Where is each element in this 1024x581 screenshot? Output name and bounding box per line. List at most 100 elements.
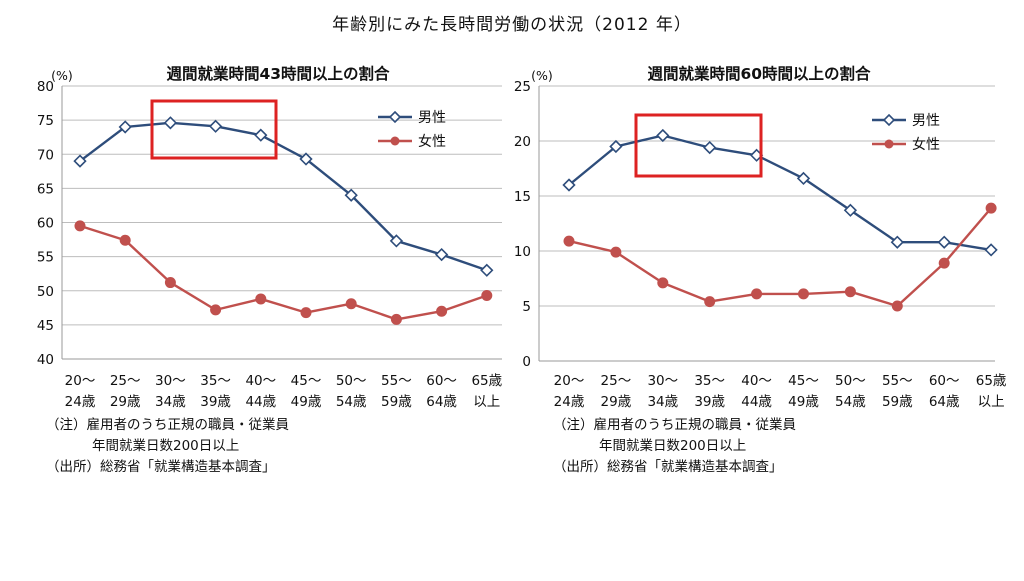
note-line: （注）雇用者のうち正規の職員・従業員 bbox=[553, 417, 796, 433]
chart1-x-tick-label: 39歳 bbox=[200, 394, 231, 410]
chart2-x-tick-label: 60～ bbox=[929, 373, 960, 389]
chart1-x-tick-label: 34歳 bbox=[155, 394, 186, 410]
chart1-x-tick-label: 55～ bbox=[381, 373, 412, 389]
chart2-data-point-male bbox=[937, 235, 951, 249]
chart1-data-point-male bbox=[118, 120, 132, 134]
note-line: （出所）総務省「就業構造基本調査」 bbox=[553, 459, 783, 475]
chart1-x-tick-label: 65歳 bbox=[471, 373, 502, 389]
chart1-y-tick-label: 55 bbox=[37, 250, 54, 266]
chart2-legend-label: 男性 bbox=[912, 113, 940, 129]
chart2-x-tick-label: 50～ bbox=[835, 373, 866, 389]
chart1-series-line-2 bbox=[79, 224, 488, 321]
chart2-data-point-female bbox=[938, 257, 950, 269]
chart2-x-tick-label: 54歳 bbox=[835, 394, 866, 410]
chart1-data-point-female bbox=[481, 290, 493, 302]
chart1-data-point-female bbox=[345, 298, 357, 310]
chart2-x-tick-label: 40～ bbox=[741, 373, 772, 389]
chart1-x-tick-label: 29歳 bbox=[110, 394, 141, 410]
chart1-x-tick-label: 54歳 bbox=[336, 394, 367, 410]
chart1-data-point-female bbox=[436, 305, 448, 317]
chart2-y-tick-label: 0 bbox=[522, 354, 531, 370]
chart2-data-point-female bbox=[610, 246, 622, 258]
chart1-x-tick-label: 20～ bbox=[65, 373, 96, 389]
note-line: （注）雇用者のうち正規の職員・従業員 bbox=[46, 417, 289, 433]
chart1-x-tick-label: 25～ bbox=[110, 373, 141, 389]
chart2-x-tick-label: 65歳 bbox=[976, 373, 1007, 389]
chart1-data-point-male bbox=[344, 188, 358, 202]
chart1-data-point-female bbox=[390, 313, 402, 325]
page-title: 年齢別にみた長時間労働の状況（2012 年） bbox=[332, 15, 692, 35]
note-line: （出所）総務省「就業構造基本調査」 bbox=[46, 459, 276, 475]
note-line: 年間就業日数200日以上 bbox=[92, 438, 240, 454]
chart1-highlight-box bbox=[150, 99, 278, 160]
chart1-x-tick-label: 49歳 bbox=[291, 394, 322, 410]
chart2-x-tick-label: 44歳 bbox=[741, 394, 772, 410]
chart2-legend-label: 女性 bbox=[912, 136, 940, 153]
chart1-data-point-male bbox=[163, 116, 178, 130]
chart1-legend-marker bbox=[390, 136, 400, 146]
chart2-y-tick-label: 25 bbox=[514, 79, 531, 95]
chart2-data-point-female bbox=[844, 286, 856, 298]
chart1-y-tick-label: 65 bbox=[37, 181, 54, 197]
chart2-data-point-male bbox=[703, 140, 717, 155]
chart1-y-tick-label: 75 bbox=[37, 113, 54, 129]
chart1-legend-marker bbox=[388, 110, 402, 124]
chart2-series-line-1 bbox=[568, 134, 992, 252]
chart2-x-tick-label: 49歳 bbox=[788, 394, 819, 410]
chart2-highlight-box bbox=[634, 113, 763, 178]
chart1-data-point-male bbox=[480, 263, 494, 277]
chart1-data-point-female bbox=[164, 277, 176, 289]
chart1-x-tick-label: 35～ bbox=[200, 373, 231, 389]
chart1-y-tick-label: 40 bbox=[37, 352, 54, 368]
chart2-x-tick-label: 以上 bbox=[978, 394, 1005, 410]
chart2-x-tick-label: 55～ bbox=[882, 373, 913, 389]
chart2-data-point-female bbox=[985, 202, 997, 214]
chart2-data-point-female bbox=[891, 300, 903, 312]
chart1-title: 週間就業時間43時間以上の割合 bbox=[166, 64, 390, 83]
chart1-x-tick-label: 40～ bbox=[245, 373, 276, 389]
chart2-x-tick-label: 25～ bbox=[601, 373, 632, 389]
chart2-x-tick-label: 24歳 bbox=[554, 394, 585, 410]
chart1-data-point-male bbox=[254, 128, 268, 142]
chart-notes-right: （注）雇用者のうち正規の職員・従業員 年間就業日数200日以上 （出所）総務省「… bbox=[553, 415, 796, 478]
chart2-x-tick-label: 30～ bbox=[647, 373, 678, 389]
chart2-x-tick-label: 64歳 bbox=[929, 394, 960, 410]
chart-notes-left: （注）雇用者のうち正規の職員・従業員 年間就業日数200日以上 （出所）総務省「… bbox=[46, 415, 289, 478]
chart1-data-point-female bbox=[119, 234, 131, 246]
chart1-data-point-female bbox=[74, 220, 86, 232]
chart2-y-tick-label: 5 bbox=[522, 299, 531, 315]
chart1-legend-label: 女性 bbox=[418, 133, 446, 150]
chart1-x-tick-label: 24歳 bbox=[65, 394, 96, 410]
chart1-x-tick-label: 30～ bbox=[155, 373, 186, 389]
chart1-data-point-female bbox=[210, 304, 222, 316]
chart1-series-line-1 bbox=[79, 121, 488, 272]
chart2-x-tick-label: 20～ bbox=[554, 373, 585, 389]
chart2-data-point-male bbox=[984, 243, 998, 257]
chart2-legend-marker bbox=[882, 113, 896, 127]
chart2-x-tick-label: 45～ bbox=[788, 373, 819, 389]
chart2-x-tick-label: 39歳 bbox=[694, 394, 725, 410]
chart1-y-tick-label: 60 bbox=[37, 216, 54, 232]
chart2-x-tick-label: 34歳 bbox=[647, 394, 678, 410]
note-line: 年間就業日数200日以上 bbox=[599, 438, 747, 454]
chart1-y-tick-label: 70 bbox=[37, 147, 54, 163]
chart1-x-tick-label: 59歳 bbox=[381, 394, 412, 410]
chart1-y-tick-label: 50 bbox=[37, 284, 54, 300]
chart1-legend-label: 男性 bbox=[418, 110, 446, 126]
chart2-data-point-female bbox=[657, 277, 669, 289]
chart2-data-point-male bbox=[562, 178, 576, 192]
chart2-data-point-male bbox=[890, 235, 904, 249]
chart1-data-point-male bbox=[208, 119, 223, 133]
chart2-legend-marker bbox=[884, 139, 894, 149]
chart1-y-tick-label: 45 bbox=[37, 318, 54, 334]
chart2-y-unit-label: (%) bbox=[531, 68, 553, 83]
chart1-x-tick-label: 64歳 bbox=[426, 394, 457, 410]
chart1-x-tick-label: 50～ bbox=[336, 373, 367, 389]
chart2-data-point-female bbox=[704, 296, 716, 308]
chart2-y-tick-label: 10 bbox=[514, 244, 531, 260]
chart1-data-point-female bbox=[300, 307, 312, 319]
chart1-data-point-male bbox=[434, 247, 449, 262]
chart2-data-point-female bbox=[798, 288, 809, 300]
chart1-x-tick-label: 45～ bbox=[291, 373, 322, 389]
